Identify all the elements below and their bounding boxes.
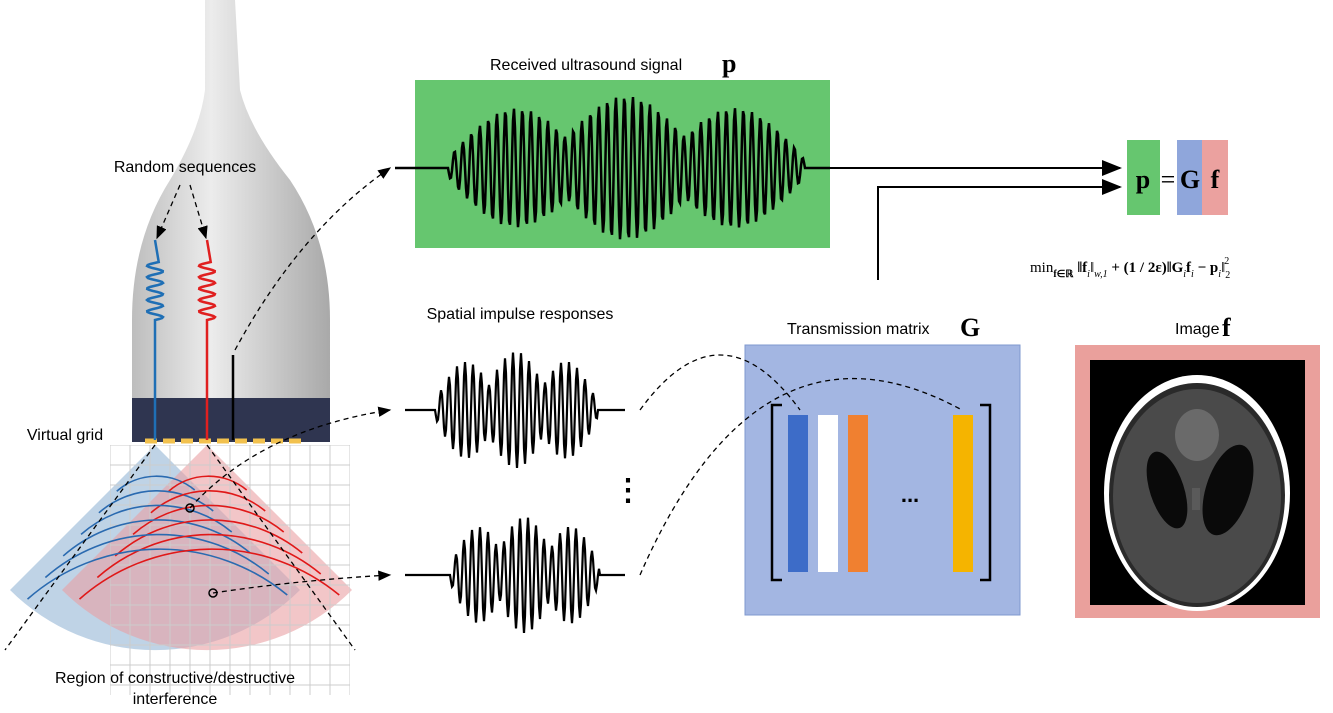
matrix-ellipsis: ...	[901, 482, 919, 507]
obj-sub: 2	[1225, 270, 1230, 281]
probe-head	[132, 398, 330, 442]
impulse-ellipsis: ⋮	[613, 474, 643, 507]
matrix-box	[745, 345, 1020, 615]
impulse-wave	[405, 518, 625, 633]
eq-f: f	[1211, 165, 1220, 194]
matrix-label: Transmission matrix	[787, 321, 930, 338]
eq-p: p	[1136, 165, 1150, 194]
phantom	[1192, 488, 1200, 510]
objective: minf∈ℝ‖fi‖w,1 + (1 / 2ε)‖Gifi − pi‖22	[1030, 256, 1230, 281]
obj-sub: f∈ℝ	[1053, 269, 1074, 280]
region-label: interference	[133, 691, 218, 708]
column	[788, 415, 808, 572]
eq-equals: =	[1161, 165, 1176, 194]
obj-sub: w,1	[1094, 269, 1107, 280]
matrix-symbol: G	[960, 313, 980, 342]
probe-body	[132, 0, 330, 400]
region-label: Region of constructive/destructive	[55, 670, 295, 687]
impulse-wave	[405, 353, 625, 468]
column	[848, 415, 868, 572]
obj-part: − p	[1194, 260, 1218, 276]
diagram: Random sequences Virtual grid Region of …	[0, 0, 1333, 713]
image-symbol: f	[1222, 313, 1231, 342]
eq-g: G	[1180, 165, 1200, 194]
signal-symbol: p	[722, 49, 736, 78]
obj-sup: 2	[1224, 256, 1229, 267]
random-label: Random sequences	[114, 159, 256, 176]
grid-label: Virtual grid	[27, 427, 103, 444]
impulse-label: Spatial impulse responses	[427, 306, 614, 323]
column	[818, 415, 838, 572]
obj-part: min	[1030, 260, 1054, 276]
phantom	[1175, 409, 1219, 461]
signal-label: Received ultrasound signal	[490, 57, 682, 74]
obj-part: + (1 / 2ε)‖G	[1108, 260, 1184, 276]
image-label: Image	[1175, 321, 1220, 338]
column	[953, 415, 973, 572]
